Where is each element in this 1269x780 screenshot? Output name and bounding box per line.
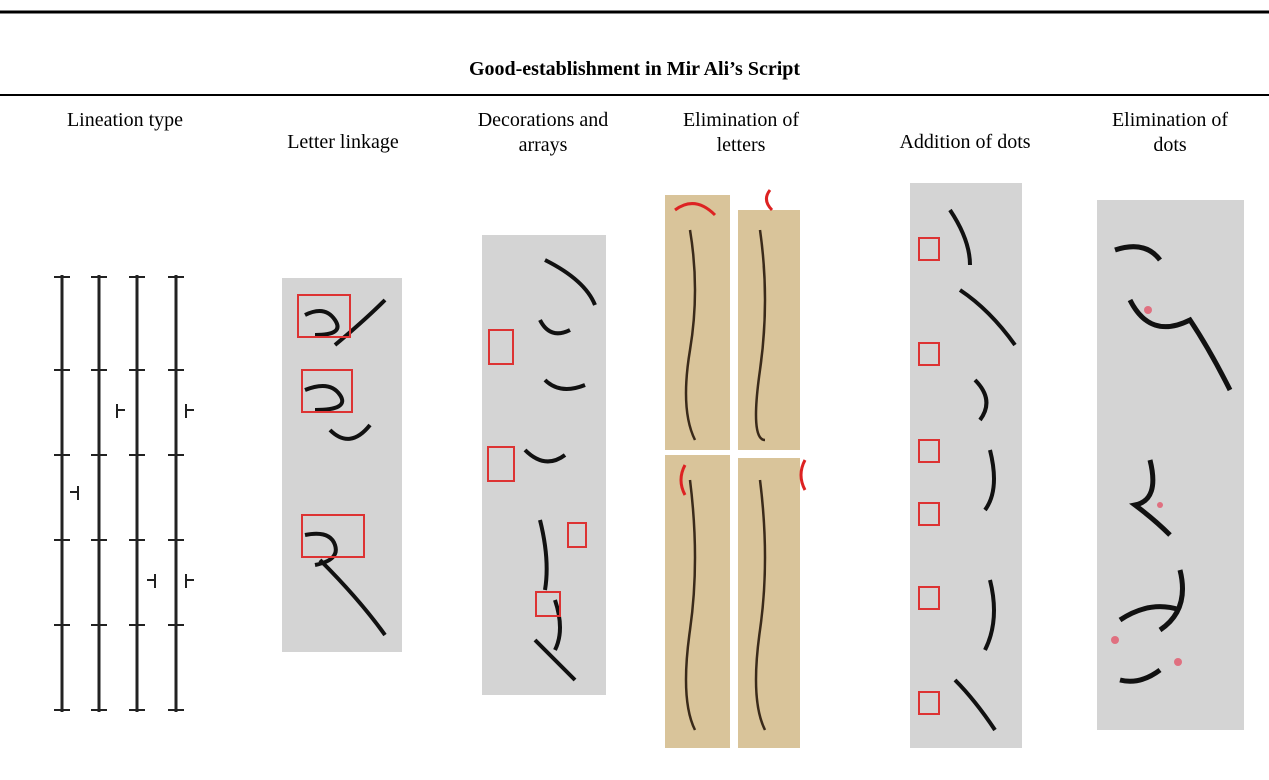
elimination-dots-image	[1097, 200, 1244, 730]
script-strokes	[304, 298, 387, 637]
highlight-boxes	[487, 329, 587, 617]
highlight-dots	[1111, 306, 1182, 666]
column-header: Elimination of letters	[682, 109, 800, 156]
column-header: Letter linkage	[287, 131, 399, 153]
column-header: Decorations and arrays	[477, 109, 609, 156]
highlight-boxes	[918, 237, 940, 715]
script-strokes	[948, 208, 1017, 732]
script-strokes	[1114, 244, 1233, 684]
column-header: Addition of dots	[899, 131, 1031, 153]
column-header: Elimination of dots	[1111, 109, 1229, 156]
table-title: Good-establishment in Mir Ali’s Script	[468, 58, 801, 80]
highlight-boxes	[297, 294, 365, 558]
script-strokes	[523, 258, 597, 682]
elimination-letters-image	[665, 189, 807, 748]
decorations-image	[482, 235, 606, 695]
lineation-diagram	[54, 275, 194, 712]
addition-dots-image	[910, 183, 1022, 748]
column-header: Lineation type	[66, 109, 184, 131]
letter-linkage-image	[282, 278, 402, 652]
